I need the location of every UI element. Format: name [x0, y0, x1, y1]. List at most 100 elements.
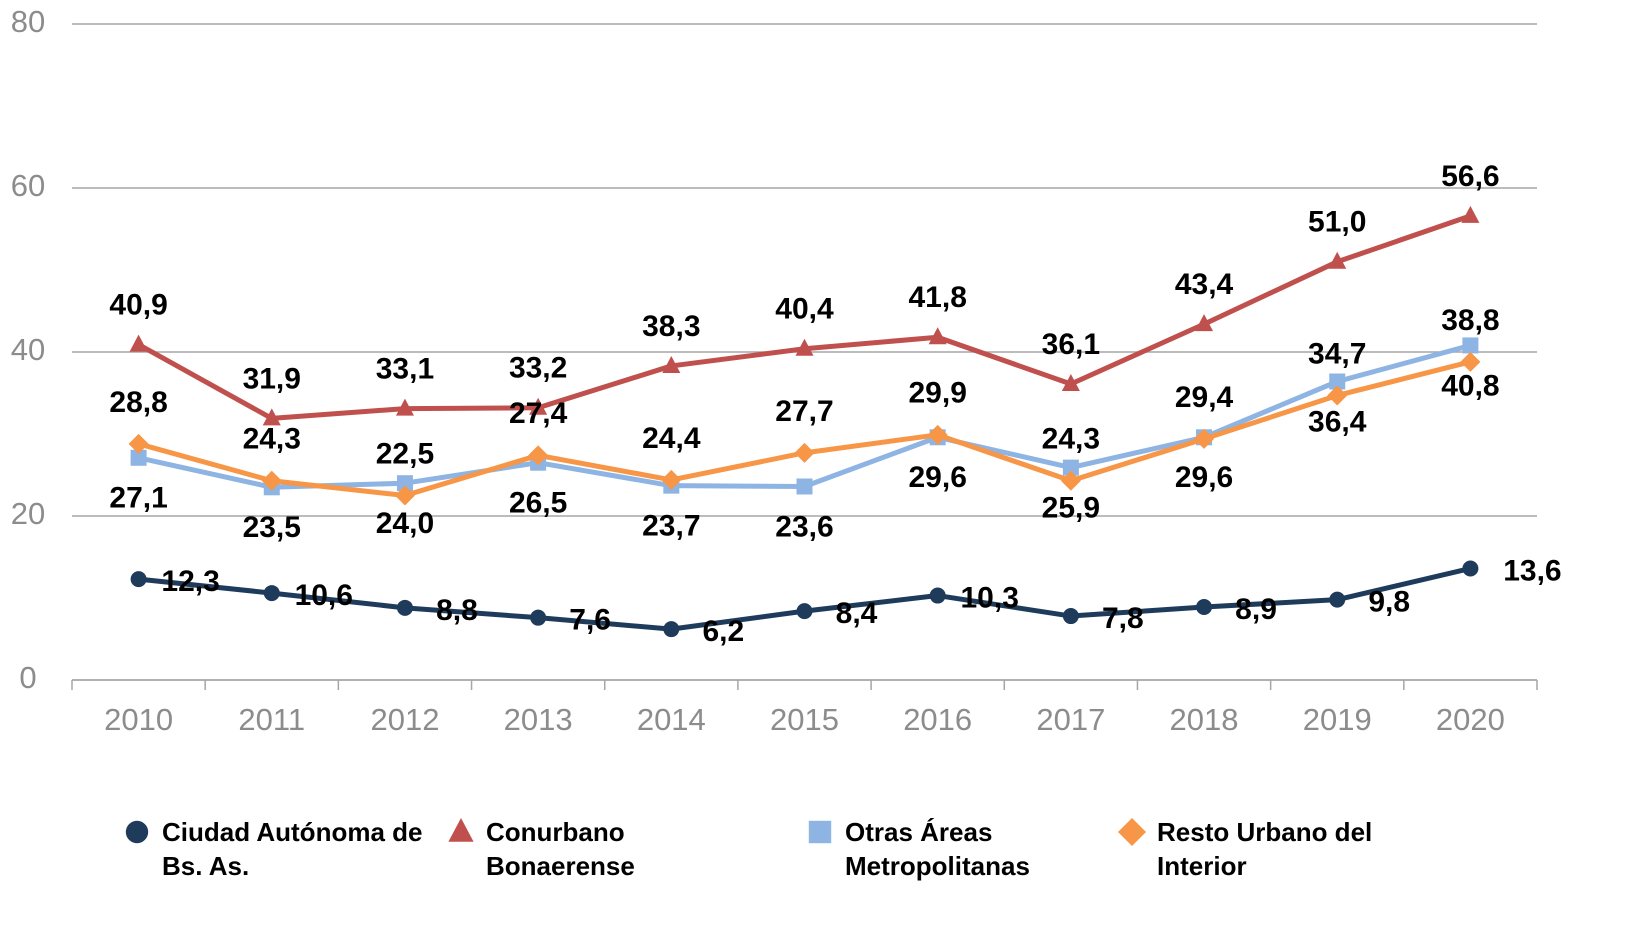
x-tick-label: 2019 — [1303, 702, 1372, 737]
data-label: 23,7 — [642, 510, 700, 543]
data-label: 29,6 — [908, 461, 966, 494]
marker — [928, 327, 947, 345]
data-label: 28,8 — [109, 386, 167, 419]
x-tick-label: 2015 — [770, 702, 839, 737]
data-label: 24,3 — [1042, 423, 1100, 456]
marker — [1329, 373, 1346, 390]
legend-swatch — [808, 820, 832, 844]
legend-swatch — [448, 818, 474, 842]
data-label: 29,9 — [908, 377, 966, 410]
data-label: 36,1 — [1042, 328, 1100, 361]
data-label: 25,9 — [1042, 492, 1100, 525]
marker — [927, 424, 948, 445]
marker — [1118, 818, 1146, 846]
marker — [1329, 591, 1346, 608]
marker — [794, 442, 815, 463]
data-label: 36,4 — [1308, 405, 1367, 438]
legend-swatch — [1118, 818, 1146, 846]
legend-item: Ciudad Autónoma de Bs. As. — [122, 815, 432, 883]
marker — [1194, 428, 1215, 449]
marker — [1462, 560, 1479, 577]
data-label: 10,6 — [295, 579, 353, 612]
legend-swatch — [125, 820, 149, 844]
x-tick-label: 2020 — [1436, 702, 1505, 737]
data-label: 38,8 — [1441, 304, 1499, 337]
data-label: 33,2 — [509, 352, 567, 385]
legend-item: Resto Urbano del Interior — [1117, 815, 1437, 883]
data-label: 31,9 — [243, 362, 301, 395]
marker — [1462, 337, 1479, 354]
marker — [1060, 470, 1081, 491]
data-label: 6,2 — [702, 615, 744, 648]
y-tick-label: 0 — [19, 660, 36, 695]
data-label: 8,9 — [1235, 593, 1277, 626]
marker — [262, 408, 281, 426]
data-label: 24,4 — [642, 422, 701, 455]
marker — [395, 398, 414, 416]
data-label: 56,6 — [1441, 160, 1499, 193]
legend-label: Conurbano Bonaerense — [486, 817, 635, 881]
x-tick-label: 2010 — [104, 702, 173, 737]
marker — [1328, 251, 1347, 269]
data-label: 40,9 — [109, 289, 167, 322]
marker — [1195, 314, 1214, 332]
x-tick-label: 2018 — [1170, 702, 1239, 737]
legend-label: Resto Urbano del Interior — [1157, 817, 1373, 881]
marker — [796, 603, 813, 620]
marker — [530, 609, 547, 626]
data-label: 51,0 — [1308, 206, 1366, 239]
marker — [396, 475, 413, 492]
x-tick-label: 2011 — [238, 702, 305, 737]
marker — [261, 470, 282, 491]
y-tick-label: 60 — [11, 168, 45, 203]
data-label: 8,4 — [836, 597, 878, 630]
y-tick-label: 20 — [11, 496, 45, 531]
marker — [662, 355, 681, 373]
data-label: 26,5 — [509, 487, 567, 520]
data-label: 33,1 — [376, 353, 434, 386]
marker — [795, 338, 814, 356]
marker — [125, 820, 149, 844]
data-label: 24,3 — [243, 423, 301, 456]
data-label: 22,5 — [376, 437, 434, 470]
data-label: 41,8 — [908, 281, 966, 314]
marker — [808, 820, 832, 844]
marker — [929, 587, 946, 604]
legend-item: Otras Áreas Metropolitanas — [805, 815, 1105, 883]
data-label: 40,4 — [775, 293, 834, 326]
marker — [1062, 608, 1079, 625]
x-tick-label: 2013 — [504, 702, 573, 737]
marker — [394, 485, 415, 506]
data-label: 40,8 — [1441, 369, 1499, 402]
data-label: 12,3 — [161, 565, 219, 598]
data-label: 8,8 — [436, 594, 478, 627]
data-label: 7,8 — [1102, 602, 1144, 635]
data-label: 9,8 — [1368, 586, 1410, 619]
marker — [1061, 373, 1080, 391]
marker — [1196, 599, 1213, 616]
legend-label: Otras Áreas Metropolitanas — [845, 817, 1030, 881]
marker — [448, 818, 474, 842]
marker — [1327, 385, 1348, 406]
data-label: 34,7 — [1308, 337, 1366, 370]
marker — [129, 334, 148, 352]
data-label: 23,6 — [775, 510, 833, 543]
marker — [1461, 205, 1480, 223]
x-tick-label: 2017 — [1036, 702, 1105, 737]
data-label: 24,0 — [376, 507, 434, 540]
data-label: 27,4 — [509, 397, 568, 430]
data-label: 29,6 — [1175, 461, 1233, 494]
marker — [663, 621, 680, 638]
legend-item: Conurbano Bonaerense — [446, 815, 766, 883]
marker — [661, 469, 682, 490]
marker — [130, 571, 147, 588]
marker — [1460, 351, 1481, 372]
x-tick-label: 2014 — [637, 702, 706, 737]
data-label: 27,7 — [775, 395, 833, 428]
marker — [396, 599, 413, 616]
marker — [1062, 459, 1079, 476]
data-label: 43,4 — [1175, 268, 1234, 301]
x-tick-label: 2012 — [370, 702, 439, 737]
data-label: 29,4 — [1175, 381, 1234, 414]
